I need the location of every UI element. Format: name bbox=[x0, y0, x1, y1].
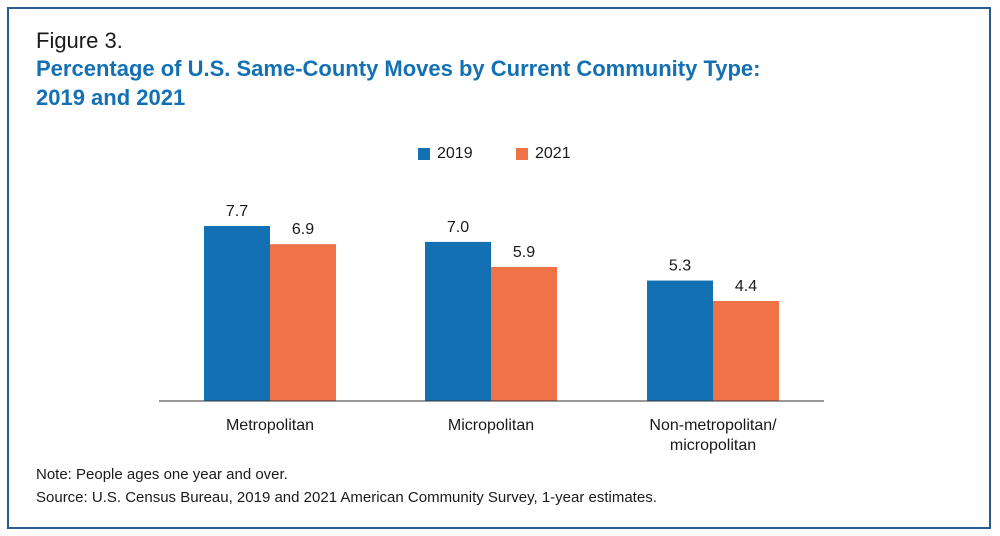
data-label-2019-1: 7.0 bbox=[447, 219, 469, 236]
legend-swatch-2019 bbox=[418, 148, 430, 160]
category-label-2-line-0: Non-metropolitan/ bbox=[649, 417, 777, 434]
figure-label: Figure 3. bbox=[36, 28, 123, 53]
bar-2019-2 bbox=[647, 280, 713, 401]
legend-item-2019: 2019 bbox=[418, 144, 473, 164]
data-label-2019-2: 5.3 bbox=[669, 258, 691, 275]
bar-2021-1 bbox=[491, 266, 557, 401]
legend-label-2021: 2021 bbox=[535, 145, 571, 162]
chart-title-line-2: 2019 and 2021 bbox=[36, 85, 186, 110]
chart-note: Note: People ages one year and over. bbox=[36, 466, 288, 483]
bar-2019-1 bbox=[425, 241, 491, 401]
legend-swatch-2021 bbox=[516, 148, 528, 160]
chart-legend: 2019 2021 bbox=[0, 144, 1000, 164]
bar-2021-2 bbox=[713, 301, 779, 401]
category-label-1-line-0: Micropolitan bbox=[448, 417, 534, 434]
bar-2019-0 bbox=[204, 226, 270, 401]
chart-title-line-1: Percentage of U.S. Same-County Moves by … bbox=[36, 56, 761, 81]
category-label-2-line-1: micropolitan bbox=[670, 437, 756, 454]
chart-source: Source: U.S. Census Bureau, 2019 and 202… bbox=[36, 489, 657, 506]
bar-2021-0 bbox=[270, 244, 336, 401]
data-label-2021-1: 5.9 bbox=[513, 244, 535, 261]
legend-label-2019: 2019 bbox=[437, 145, 473, 162]
data-label-2021-2: 4.4 bbox=[735, 278, 757, 295]
chart-title: Percentage of U.S. Same-County Moves by … bbox=[36, 54, 936, 112]
figure-frame bbox=[7, 7, 991, 529]
legend-item-2021: 2021 bbox=[516, 144, 571, 164]
category-label-0-line-0: Metropolitan bbox=[226, 417, 314, 434]
data-label-2019-0: 7.7 bbox=[226, 203, 248, 220]
data-label-2021-0: 6.9 bbox=[292, 221, 314, 238]
